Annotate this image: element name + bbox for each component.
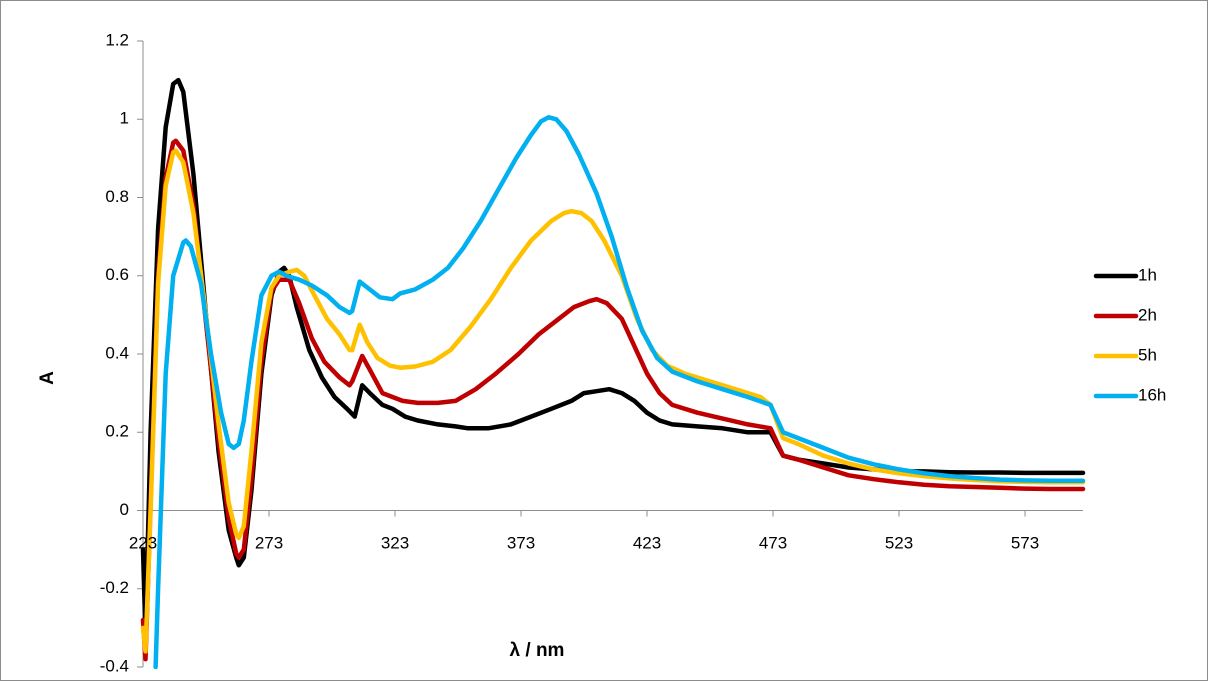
tick-labels: -0.4 -0.2 0 0.2 0.4 0.6 0.8 1 1.2 223 273 323 373 423… [100,30,1040,675]
x-tick-label: 573 [1011,534,1039,553]
legend-item-5h: 5h [1093,345,1157,364]
axes [137,40,1083,668]
y-tick-label: 0.4 [105,343,129,362]
y-tick-label: 1.2 [105,30,129,49]
y-axis-title: A [37,371,58,385]
x-tick-label: 273 [255,534,283,553]
y-tick-label: 0.6 [105,265,129,284]
x-tick-label: 523 [885,534,913,553]
x-tick-label: 223 [129,534,157,553]
series-line-16h [153,115,1086,670]
x-tick-label: 473 [759,534,787,553]
x-tick-label: 323 [381,534,409,553]
legend: 1h 2h 5h 16h [1093,265,1166,404]
series-line-2h [140,138,1086,662]
y-tick-label: 0.2 [105,422,129,441]
legend-label: 2h [1138,305,1157,324]
y-tick-label: -0.2 [100,578,129,597]
legend-item-1h: 1h [1093,265,1157,284]
legend-item-2h: 2h [1093,305,1157,324]
series-line-1h [140,77,1086,638]
series-layer [140,77,1086,670]
legend-label: 16h [1138,385,1166,404]
series-line-5h [140,148,1086,654]
x-tick-label: 423 [633,534,661,553]
y-tick-label: 0 [120,500,129,519]
legend-item-16h: 16h [1093,385,1166,404]
legend-label: 5h [1138,345,1157,364]
x-axis-title: λ / nm [510,640,565,661]
y-tick-label: 1 [120,109,129,128]
y-tick-label: 0.8 [105,187,129,206]
x-tick-label: 373 [507,534,535,553]
y-tick-label: -0.4 [100,656,129,675]
legend-label: 1h [1138,265,1157,284]
